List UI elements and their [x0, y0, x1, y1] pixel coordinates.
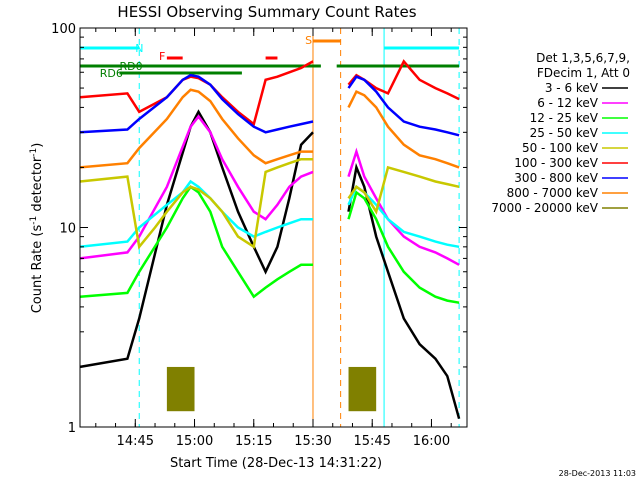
- series-4-segment-0: [79, 157, 313, 250]
- legend-header-line-1: Det 1,3,5,6,7,9,: [536, 51, 630, 65]
- legend-label-8: 7000 - 20000 keV: [491, 201, 598, 215]
- series-1-segment-0: [79, 114, 314, 260]
- series-2-segment-0: [79, 185, 313, 299]
- legend-label-6: 300 - 800 keV: [514, 171, 598, 185]
- x-axis: 14:45 15:00 15:15 15:30 15:45 16:00: [95, 28, 452, 449]
- series-lines: [79, 59, 461, 420]
- x-tick-label-1: 15:00: [176, 434, 213, 449]
- y-tick-label-1: 10: [59, 222, 76, 237]
- series-0-segment-1: [347, 162, 461, 420]
- x-tick-label-2: 15:15: [235, 434, 272, 449]
- series-1-segment-1: [347, 147, 460, 266]
- series-6-segment-0: [79, 73, 314, 134]
- timestamp: 28-Dec-2013 11:03: [559, 469, 636, 478]
- series-6-segment-1: [347, 75, 460, 137]
- series-2-segment-1: [347, 190, 460, 304]
- y-tick-label-0: 1: [68, 421, 76, 436]
- x-axis-label: Start Time (28-Dec-13 14:31:22): [170, 456, 382, 471]
- x-tick-label-4: 15:45: [353, 434, 390, 449]
- y-axis-label: Count Rate (s-1 detector-1): [29, 143, 45, 314]
- y-tick-label-2: 100: [51, 22, 76, 37]
- y-axis: 1 10 100: [51, 22, 467, 436]
- flag-rd6-label: RD6: [100, 67, 123, 80]
- x-tick-label-5: 16:00: [413, 434, 450, 449]
- legend-label-4: 50 - 100 keV: [522, 141, 599, 155]
- flag-s-label: S: [305, 34, 312, 47]
- legend-label-0: 3 - 6 keV: [545, 81, 599, 95]
- x-tick-label-3: 15:30: [294, 434, 331, 449]
- series-8-block-0: [166, 366, 195, 412]
- legend: Det 1,3,5,6,7,9, FDecim 1, Att 0 3 - 6 k…: [491, 51, 630, 215]
- legend-label-1: 6 - 12 keV: [537, 96, 599, 110]
- series-8-block-1: [348, 366, 377, 412]
- flag-f-label: F: [159, 50, 165, 63]
- series-0-segment-0: [79, 109, 314, 369]
- flag-n-label: N: [135, 42, 143, 55]
- chart-title: HESSI Observing Summary Count Rates: [117, 3, 416, 21]
- legend-label-7: 800 - 7000 keV: [507, 186, 599, 200]
- x-tick-label-0: 14:45: [117, 434, 154, 449]
- legend-label-3: 25 - 50 keV: [530, 126, 599, 140]
- series-4-segment-1: [347, 165, 460, 215]
- legend-label-5: 100 - 300 keV: [514, 156, 598, 170]
- series-7-segment-1: [347, 89, 460, 169]
- legend-header-line-2: FDecim 1, Att 0: [537, 66, 630, 80]
- series-7-segment-0: [79, 88, 313, 169]
- legend-label-2: 12 - 25 keV: [530, 111, 599, 125]
- flag-rd0-label: RD0: [119, 60, 142, 73]
